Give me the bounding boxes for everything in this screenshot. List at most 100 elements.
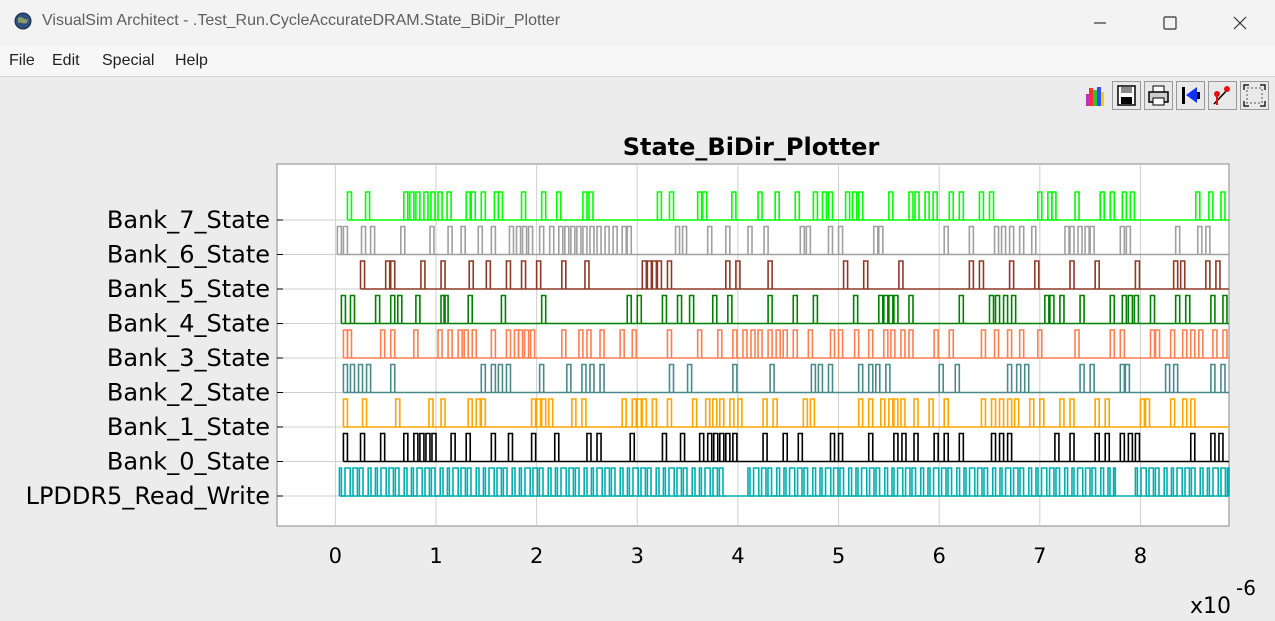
Bank_7_State-pulse-51 [1208, 191, 1214, 220]
Bank_6_State-pulse-44 [1018, 225, 1025, 255]
Bank_5_State-pulse-7 [505, 260, 512, 289]
Bank_3_State-pulse-26 [742, 329, 748, 358]
Bank_6_State-pulse-55 [1205, 225, 1211, 255]
print-button[interactable] [1144, 81, 1173, 110]
Bank_6_State-pulse-41 [993, 225, 1000, 255]
Bank_2_State-pulse-24 [885, 363, 891, 393]
Bank_4_State-pulse-38 [1127, 294, 1134, 324]
menu-help[interactable]: Help [175, 52, 208, 69]
Bank_4_State-pulse-18 [767, 294, 773, 324]
Bank_1_State-pulse-17 [641, 398, 648, 427]
minimize-button[interactable] [1065, 0, 1135, 46]
Bank_4_State-pulse-7 [443, 294, 449, 324]
Bank_2_State-pulse-33 [1124, 363, 1131, 393]
Bank_2_State-pulse-12 [589, 363, 595, 393]
Bank_4_State-pulse-29 [994, 294, 1001, 324]
Bank_0_State-pulse-17 [661, 432, 668, 462]
Bank_0_State-pulse-44 [1119, 432, 1126, 462]
Bank_6_State-pulse-42 [1000, 225, 1007, 255]
Bank_7_State-pulse-17 [582, 191, 588, 220]
Bank_4_State-pulse-24 [888, 294, 894, 324]
Bank_5_State-pulse-28 [1094, 260, 1100, 289]
Bank_1_State-pulse-27 [772, 398, 778, 427]
Bank_6_State-pulse-16 [557, 225, 564, 255]
Bank_3_State-pulse-57 [1198, 329, 1204, 358]
Bank_7_State-pulse-18 [588, 191, 594, 220]
menu-special[interactable]: Special [102, 52, 155, 69]
Bank_2_State-pulse-36 [1210, 363, 1216, 393]
app-globe-icon [14, 12, 32, 30]
Bank_6_State-pulse-52 [1125, 225, 1132, 255]
x-tick-label-5: 5 [832, 544, 845, 568]
Bank_4_State-pulse-27 [958, 294, 965, 324]
Bank_3_State-pulse-17 [578, 329, 584, 358]
Bank_1_State-pulse-8 [530, 398, 537, 427]
Bank_0_State-pulse-6 [425, 432, 431, 462]
Bank_3_State-pulse-30 [775, 329, 781, 358]
Bank_0_State-pulse-20 [706, 432, 713, 462]
Bank_0_State-pulse-9 [465, 432, 472, 462]
save-button[interactable] [1112, 81, 1141, 110]
Bank_3_State-pulse-48 [1036, 329, 1043, 358]
menu-file[interactable]: File [9, 52, 35, 69]
title-bar: VisualSim Architect - .Test_Run.CycleAcc… [0, 0, 1275, 46]
Bank_0_State-pulse-37 [990, 432, 997, 462]
format-button[interactable] [1208, 81, 1237, 110]
Bank_4_State-pulse-11 [626, 294, 633, 324]
Bank_2_State-pulse-26 [954, 363, 961, 393]
Bank_2_State-pulse-20 [827, 363, 834, 393]
Bank_4_State-pulse-2 [374, 294, 381, 324]
menu-edit[interactable]: Edit [52, 52, 80, 69]
zoom-fit-button[interactable] [1240, 81, 1269, 110]
Bank_3_State-pulse-25 [732, 329, 738, 358]
Bank_6_State-pulse-37 [872, 225, 879, 255]
Bank_5_State-pulse-30 [1172, 260, 1179, 289]
Bank_7_State-pulse-33 [888, 191, 894, 220]
Bank_3_State-pulse-52 [1149, 329, 1156, 358]
y-labels: Bank_7_State Bank_6_State Bank_5_State Bank… [26, 206, 283, 510]
Bank_2_State-pulse-2 [357, 363, 364, 393]
Bank_1_State-pulse-2 [394, 398, 401, 427]
Bank_2_State-pulse-3 [365, 363, 372, 393]
Bank_6_State-pulse-22 [596, 225, 602, 255]
Bank_0_State-pulse-19 [698, 432, 705, 462]
Bank_1_State-pulse-35 [900, 398, 906, 427]
Bank_3_State-pulse-31 [782, 329, 789, 358]
Bank_7_State-pulse-2 [402, 191, 409, 220]
Bank_7_State-pulse-47 [1109, 191, 1116, 220]
Bank_7_State-pulse-34 [908, 191, 914, 220]
Bank_4_State-pulse-41 [1174, 294, 1181, 324]
series-Bank_3_State [342, 329, 1229, 359]
Bank_4_State-pulse-28 [988, 294, 995, 324]
Bank_6_State-pulse-6 [447, 225, 453, 255]
Bank_6_State-pulse-14 [538, 225, 545, 255]
Bank_0_State-pulse-16 [629, 432, 636, 462]
Bank_3_State-pulse-41 [908, 329, 914, 358]
window-title: VisualSim Architect - .Test_Run.CycleAcc… [42, 12, 561, 29]
Bank_5_State-pulse-2 [389, 260, 396, 289]
print-icon [1148, 85, 1169, 106]
Bank_4_State-pulse-30 [1002, 294, 1009, 324]
Bank_3_State-pulse-13 [517, 329, 524, 358]
Bank_4_State-pulse-16 [711, 294, 718, 324]
x-exponent-power: -6 [1236, 576, 1256, 600]
y-label-Bank_2_State: Bank_2_State [107, 379, 270, 407]
maximize-button[interactable] [1135, 0, 1205, 46]
Bank_1_State-pulse-32 [880, 398, 886, 427]
Bank_0_State-pulse-30 [867, 432, 874, 462]
Bank_2_State-pulse-15 [686, 363, 693, 393]
Bank_7_State-pulse-0 [346, 191, 353, 220]
Bank_3_State-pulse-22 [666, 329, 673, 358]
Bank_7_State-pulse-16 [555, 191, 562, 220]
Bank_0_State-pulse-5 [419, 432, 425, 462]
Bank_4_State-pulse-12 [636, 294, 643, 324]
series-Bank_2_State [342, 363, 1229, 394]
Bank_6_State-pulse-9 [490, 225, 497, 255]
Bank_0_State-pulse-29 [837, 432, 844, 462]
Bank_0_State-pulse-49 [1218, 432, 1224, 462]
close-button[interactable] [1205, 0, 1275, 46]
reset-axes-button[interactable] [1176, 81, 1205, 110]
Bank_2_State-pulse-28 [1015, 363, 1022, 393]
Bank_0_State-pulse-43 [1104, 432, 1111, 462]
fill-button[interactable] [1080, 81, 1109, 110]
